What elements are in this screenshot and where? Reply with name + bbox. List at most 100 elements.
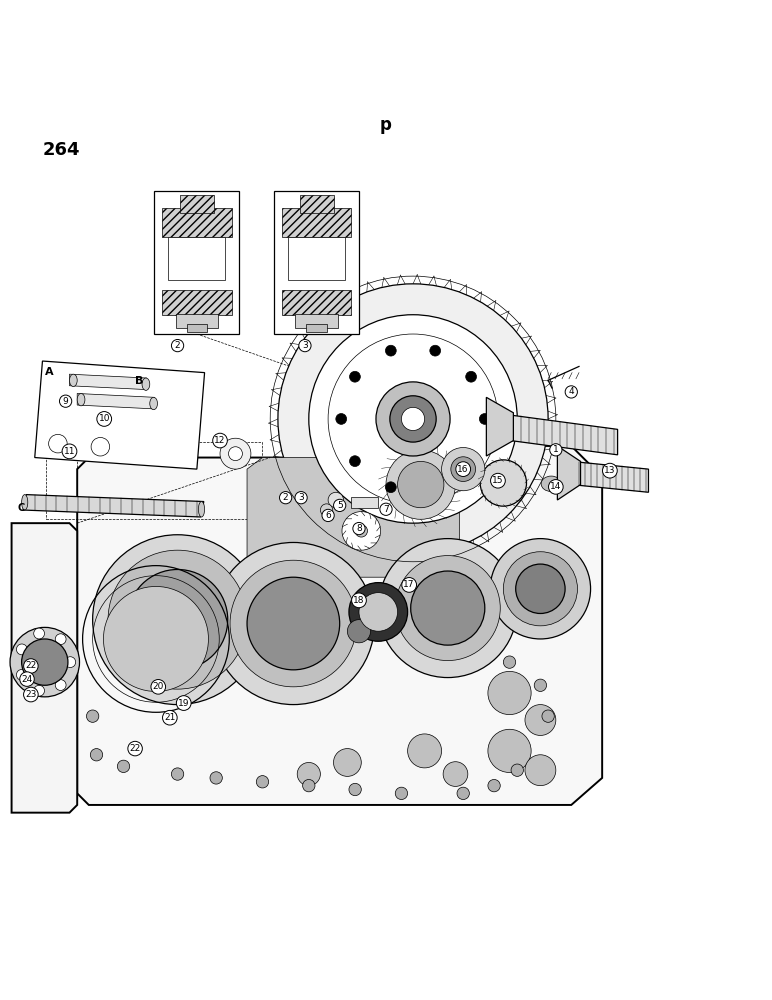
Text: 24: 24	[22, 675, 32, 684]
Text: 2: 2	[283, 493, 289, 502]
Text: 23: 23	[25, 690, 36, 699]
Bar	[187, 324, 207, 332]
Circle shape	[16, 669, 27, 680]
Polygon shape	[77, 393, 154, 409]
Circle shape	[443, 762, 468, 786]
Ellipse shape	[198, 502, 205, 517]
Circle shape	[488, 779, 500, 792]
Text: B: B	[135, 376, 144, 386]
Circle shape	[22, 639, 68, 685]
Text: 17: 17	[404, 580, 415, 589]
Circle shape	[34, 628, 45, 639]
Text: 4: 4	[568, 387, 574, 396]
Circle shape	[350, 456, 361, 467]
Bar	[162, 208, 232, 237]
Bar	[351, 497, 378, 508]
Bar	[282, 290, 351, 315]
Circle shape	[457, 787, 469, 800]
Bar	[306, 324, 327, 332]
Circle shape	[56, 680, 66, 690]
Circle shape	[503, 552, 577, 626]
Circle shape	[542, 710, 554, 722]
Text: 12: 12	[215, 436, 225, 445]
Circle shape	[336, 414, 347, 424]
Polygon shape	[571, 461, 648, 492]
Circle shape	[342, 512, 381, 550]
Polygon shape	[247, 458, 459, 577]
Circle shape	[401, 407, 425, 431]
Circle shape	[303, 779, 315, 792]
Circle shape	[278, 284, 548, 554]
Ellipse shape	[150, 397, 157, 410]
Bar	[282, 208, 351, 237]
Bar	[180, 195, 214, 213]
Bar	[168, 237, 225, 280]
Circle shape	[398, 461, 444, 508]
Circle shape	[355, 525, 367, 537]
Text: 7: 7	[383, 505, 389, 514]
Circle shape	[127, 569, 228, 670]
Circle shape	[511, 764, 523, 776]
Ellipse shape	[142, 378, 150, 390]
Circle shape	[503, 656, 516, 668]
Circle shape	[93, 535, 262, 705]
Bar	[162, 290, 232, 315]
Circle shape	[210, 772, 222, 784]
Text: 18: 18	[354, 596, 364, 605]
Text: 8: 8	[356, 524, 362, 533]
Circle shape	[297, 762, 320, 786]
Circle shape	[108, 550, 247, 689]
Circle shape	[220, 438, 251, 469]
Circle shape	[349, 583, 408, 641]
Circle shape	[395, 556, 500, 661]
Circle shape	[86, 710, 99, 722]
Text: 6: 6	[325, 511, 331, 520]
Text: 5: 5	[337, 501, 343, 510]
Circle shape	[534, 679, 547, 691]
Circle shape	[385, 482, 396, 493]
Circle shape	[378, 539, 517, 678]
Circle shape	[430, 482, 441, 493]
Circle shape	[430, 345, 441, 356]
Circle shape	[117, 760, 130, 773]
Text: C: C	[18, 503, 25, 513]
Circle shape	[516, 564, 565, 613]
Text: 21: 21	[164, 713, 175, 722]
Circle shape	[442, 448, 485, 491]
Text: 22: 22	[130, 744, 141, 753]
Circle shape	[451, 457, 476, 481]
Bar	[175, 314, 218, 328]
Bar	[154, 191, 239, 334]
Polygon shape	[486, 397, 513, 456]
Circle shape	[328, 334, 498, 504]
Circle shape	[349, 783, 361, 796]
Text: 9: 9	[63, 397, 69, 406]
Circle shape	[466, 371, 476, 382]
Circle shape	[347, 620, 371, 643]
Circle shape	[385, 345, 396, 356]
Circle shape	[320, 504, 333, 516]
Bar	[288, 237, 345, 280]
Circle shape	[466, 456, 476, 467]
Circle shape	[525, 755, 556, 786]
Text: 22: 22	[25, 661, 36, 670]
Circle shape	[411, 571, 485, 645]
Text: 13: 13	[604, 466, 615, 475]
Text: 16: 16	[458, 465, 469, 474]
Ellipse shape	[77, 393, 85, 406]
Circle shape	[247, 577, 340, 670]
Circle shape	[488, 671, 531, 715]
Circle shape	[350, 371, 361, 382]
Polygon shape	[502, 414, 618, 455]
Bar	[300, 195, 334, 213]
Circle shape	[56, 634, 66, 645]
Circle shape	[91, 437, 110, 456]
Circle shape	[229, 447, 242, 461]
Ellipse shape	[69, 374, 77, 387]
Circle shape	[376, 382, 450, 456]
Text: 14: 14	[550, 482, 561, 491]
Circle shape	[334, 749, 361, 776]
Polygon shape	[557, 446, 581, 500]
Text: p: p	[380, 116, 392, 134]
Text: A: A	[45, 367, 53, 377]
